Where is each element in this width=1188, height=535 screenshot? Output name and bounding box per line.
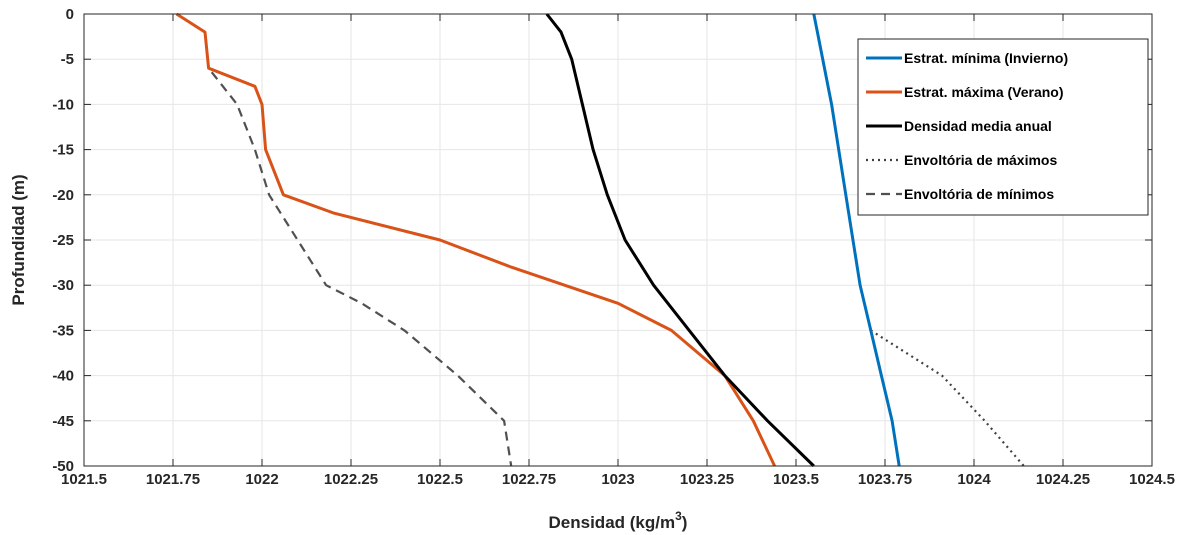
x-axis-label-superscript: 3 [675,509,682,523]
plot-area [175,12,1025,468]
x-axis-label: Densidad (kg/m3) [549,509,688,532]
x-tick-label: 1024 [957,471,991,488]
series-line-3 [870,329,1025,467]
x-axis-ticks: 1021.5 1021.75 1022 1022.25 1022.5 1022.75 102… [61,14,1175,488]
x-tick-label: 1021.75 [146,471,200,488]
legend: Estrat. mínima (Invierno) Estrat. máxima … [857,38,1149,216]
y-tick-label: -30 [52,277,74,294]
x-tick-label: 1022.25 [324,471,378,488]
y-tick-label: -40 [52,368,74,385]
legend-label-2: Densidad media anual [904,118,1052,134]
x-tick-label: 1023.75 [858,471,912,488]
y-tick-label: 0 [66,6,74,23]
x-tick-label: 1024.5 [1129,471,1175,488]
x-tick-label: 1023.25 [680,471,734,488]
y-tick-label: -50 [52,458,74,475]
y-tick-label: -45 [52,413,74,430]
legend-label-4: Envoltória de mínimos [904,186,1054,202]
x-tick-label: 1022.5 [417,471,463,488]
x-tick-label: 1021.5 [61,471,107,488]
x-tick-label: 1023 [601,471,634,488]
x-axis-label-main: Densidad (kg/m [549,513,676,532]
x-tick-label: 1022 [245,471,278,488]
legend-label-3: Envoltória de máximos [904,152,1057,168]
y-tick-label: -10 [52,96,74,113]
legend-box [857,38,1149,216]
y-axis-label: Profundidad (m) [9,174,28,305]
y-tick-label: -5 [61,51,74,68]
legend-label-0: Estrat. mínima (Invierno) [904,50,1068,66]
x-tick-label: 1022.75 [502,471,556,488]
series-line-2 [545,13,815,468]
y-tick-label: -15 [52,142,74,159]
x-tick-label: 1024.25 [1036,471,1090,488]
series-line-1 [175,12,776,467]
y-tick-label: -35 [52,322,74,339]
x-axis-label-close: ) [682,513,688,532]
legend-label-1: Estrat. máxima (Verano) [904,84,1064,100]
series-line-0 [812,13,901,467]
y-tick-label: -20 [52,187,74,204]
x-tick-label: 1023.5 [773,471,819,488]
y-axis-ticks: 0 -5 -10 -15 -20 -25 -30 -35 -40 -45 -50 [52,6,1152,475]
y-tick-label: -25 [52,232,74,249]
